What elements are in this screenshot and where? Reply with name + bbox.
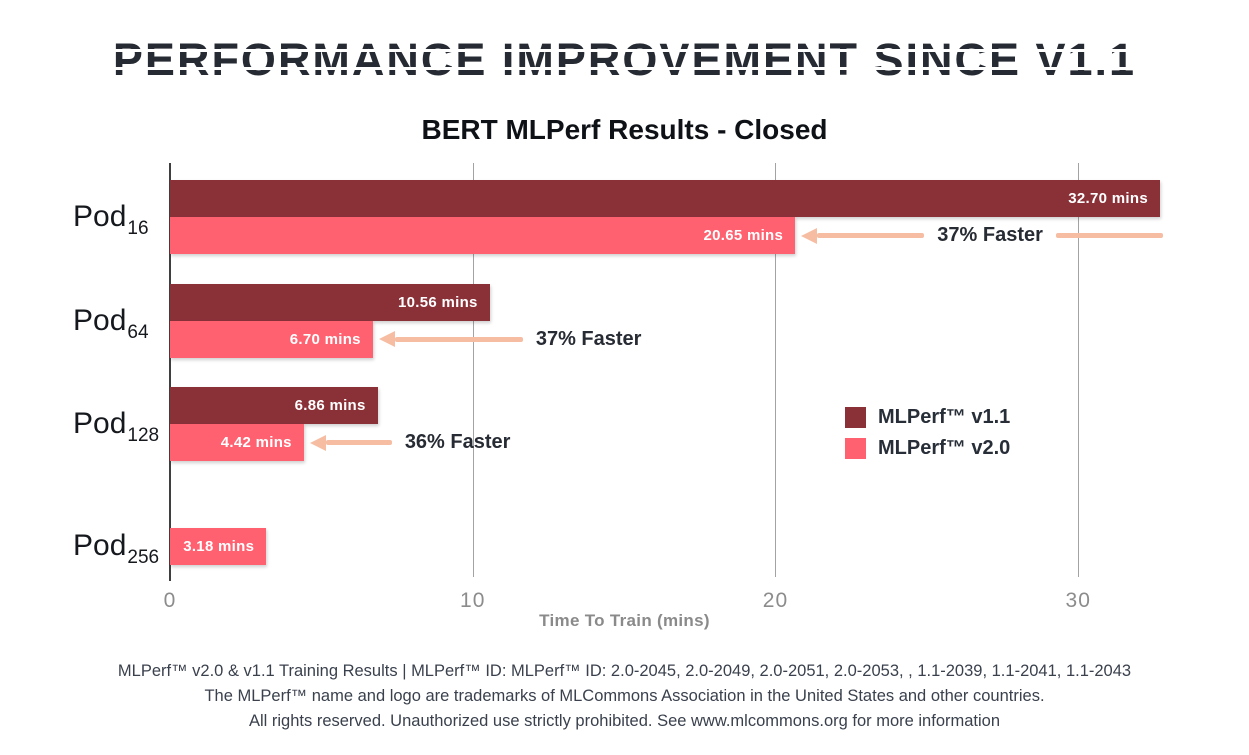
x-axis-label: Time To Train (mins): [539, 611, 710, 630]
arrowhead-left-icon: [309, 434, 326, 451]
legend-swatch: [845, 438, 866, 459]
y-axis-line: [169, 163, 171, 582]
bar-pod16-s2: 20.65 mins: [170, 217, 796, 254]
x-tick-label-0: 0: [163, 589, 177, 612]
bar-value-label: 3.18 mins: [183, 537, 255, 555]
category-subscript: 256: [127, 547, 160, 568]
arrow-line: [325, 440, 392, 445]
bar-value-label: 6.86 mins: [294, 397, 366, 414]
category-base: Pod: [73, 303, 127, 337]
footer-line-2: The MLPerf™ name and logo are trademarks…: [204, 687, 1045, 705]
category-base: Pod: [73, 407, 127, 440]
footer-line-1: MLPerf™ v2.0 & v1.1 Training Results | M…: [117, 662, 1132, 680]
category-base: Pod: [73, 200, 127, 233]
gridline-20: [775, 163, 777, 577]
legend-label: MLPerf™ v1.1: [878, 406, 1011, 428]
bar-pod128-s1: 6.86 mins: [170, 387, 378, 424]
bar-pod64-s1: 10.56 mins: [170, 283, 490, 321]
bar-pod16-s1: 32.70 mins: [170, 180, 1160, 217]
bar-value-label: 10.56 mins: [397, 293, 478, 311]
arrow-line: [817, 233, 925, 238]
bar-value-label: 20.65 mins: [703, 227, 784, 244]
gridline-30: [1078, 163, 1080, 577]
category-subscript: 128: [127, 425, 160, 446]
footer-line-3: All rights reserved. Unauthorized use st…: [248, 712, 1001, 730]
x-tick-label-10: 10: [460, 589, 486, 612]
annotation-row-1: 37% Faster: [378, 321, 655, 358]
legend-label: MLPerf™ v2.0: [878, 437, 1011, 459]
category-base: Pod: [73, 529, 127, 562]
page-title: PERFORMANCE IMPROVEMENT SINCE V1.1: [0, 34, 1249, 86]
annotation-label: 36% Faster: [404, 431, 511, 453]
category-label-pod256: Pod256: [73, 522, 159, 570]
bar-pod128-s2: 4.42 mins: [170, 424, 304, 461]
legend-item-1: MLPerf™ v1.1: [845, 406, 1010, 429]
plot-area: 32.70 mins 20.65 mins Pod16 10.56 mins 6.70 …: [73, 163, 1163, 582]
category-label-pod16: Pod16: [73, 193, 149, 241]
x-tick-label-30: 30: [1065, 589, 1091, 612]
gridline-10: [472, 163, 474, 577]
legend: MLPerf™ v1.1 MLPerf™ v2.0: [845, 406, 1010, 460]
legend-swatch: [845, 407, 866, 428]
annotation-row-0: 37% Faster: [801, 217, 1163, 254]
annotation-label: 37% Faster: [937, 224, 1043, 246]
footer: MLPerf™ v2.0 & v1.1 Training Results | M…: [0, 659, 1249, 734]
arrow-line: [394, 336, 523, 342]
annotation-row-2: 36% Faster: [309, 424, 524, 461]
arrowhead-left-icon: [801, 227, 818, 244]
legend-item-2: MLPerf™ v2.0: [845, 437, 1010, 460]
bar-value-label: 32.70 mins: [1068, 190, 1148, 207]
arrow-line: [1055, 233, 1163, 238]
annotation-label: 37% Faster: [535, 327, 642, 350]
bar-pod256-s2: 3.18 mins: [170, 527, 267, 565]
category-label-pod128: Pod128: [73, 400, 159, 448]
chart-title: BERT MLPerf Results - Closed: [421, 114, 828, 145]
category-subscript: 64: [127, 321, 149, 343]
bar-value-label: 4.42 mins: [220, 434, 292, 451]
category-label-pod64: Pod64: [73, 297, 149, 345]
arrowhead-left-icon: [378, 331, 395, 347]
x-tick-label-20: 20: [762, 589, 789, 612]
bar-pod64-s2: 6.70 mins: [170, 320, 373, 358]
bar-value-label: 6.70 mins: [289, 330, 361, 348]
category-subscript: 16: [127, 218, 149, 239]
